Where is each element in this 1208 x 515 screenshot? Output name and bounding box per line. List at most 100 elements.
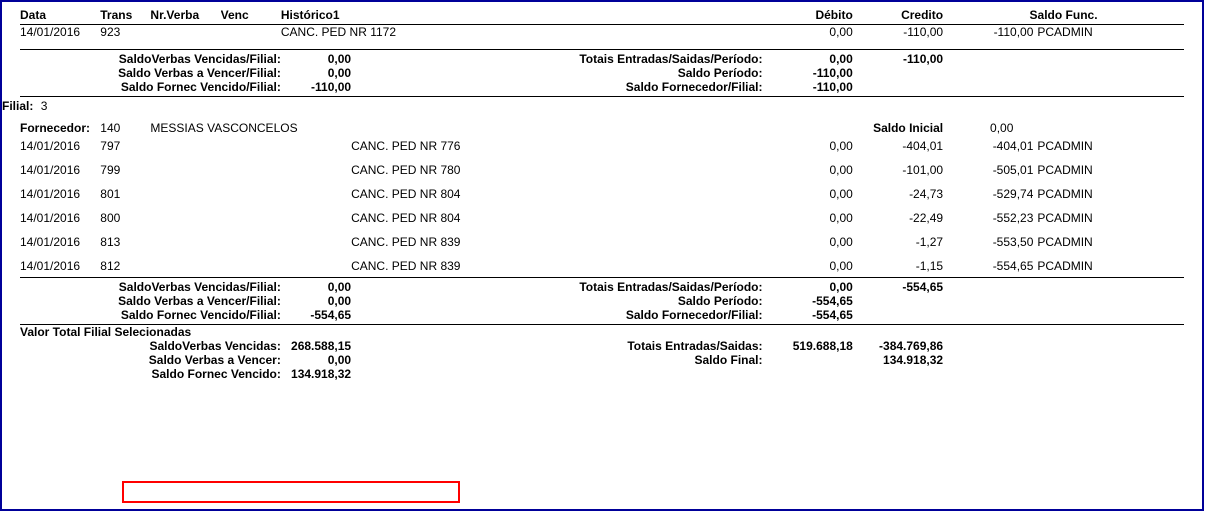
totals-label: Saldo Fornec Vencido: bbox=[20, 367, 281, 381]
fornecedor-label: Fornecedor: bbox=[20, 121, 100, 135]
cell-trans: 923 bbox=[100, 25, 150, 40]
cell-debito: 0,00 bbox=[763, 139, 853, 153]
cell-debito: 0,00 bbox=[763, 187, 853, 201]
cell-hist: CANC. PED NR 804 bbox=[351, 187, 552, 201]
subtotal-value: -554,65 bbox=[763, 294, 853, 308]
cell-hist: CANC. PED NR 804 bbox=[351, 211, 552, 225]
cell-debito: 0,00 bbox=[763, 211, 853, 225]
col-credito: Credito bbox=[853, 8, 943, 25]
cell-data: 14/01/2016 bbox=[20, 139, 100, 153]
totals-label: SaldoVerbas Vencidas: bbox=[20, 339, 281, 353]
subtotal-label: Saldo Fornec Vencido/Filial: bbox=[20, 80, 281, 97]
subtotal-row: Saldo Fornec Vencido/Filial: -554,65 Sal… bbox=[20, 308, 1184, 325]
report-table: Data Trans Nr.Verba Venc Histórico1 Débi… bbox=[20, 8, 1184, 97]
subtotal-value: -110,00 bbox=[762, 80, 852, 97]
cell-trans: 801 bbox=[100, 187, 150, 201]
totals-row: SaldoVerbas Vencidas: 268.588,15 Totais … bbox=[20, 339, 1184, 353]
totals-value: 134.918,32 bbox=[853, 353, 943, 367]
subtotal-value: 0,00 bbox=[281, 294, 351, 308]
totals-label: Saldo Verbas a Vencer: bbox=[20, 353, 281, 367]
totals-title-row: Valor Total Filial Selecionadas bbox=[20, 325, 1184, 340]
cell-func: PCADMIN bbox=[1033, 259, 1184, 273]
cell-debito: 0,00 bbox=[763, 163, 853, 177]
cell-func: PCADMIN bbox=[1033, 235, 1184, 249]
subtotal-value: 0,00 bbox=[281, 66, 351, 80]
report-table-2: Fornecedor: 140 MESSIAS VASCONCELOS Sald… bbox=[20, 121, 1184, 381]
totals-value: 134.918,32 bbox=[281, 367, 351, 381]
cell-credito: -404,01 bbox=[853, 139, 943, 153]
subtotal-value: -110,00 bbox=[853, 50, 943, 67]
cell-saldo: -554,65 bbox=[943, 259, 1033, 273]
cell-func: PCADMIN bbox=[1033, 211, 1184, 225]
cell-trans: 813 bbox=[100, 235, 150, 249]
cell-trans: 812 bbox=[100, 259, 150, 273]
col-data: Data bbox=[20, 8, 100, 25]
cell-saldo: -110,00 bbox=[943, 25, 1033, 40]
subtotal-row: Saldo Fornec Vencido/Filial: -110,00 Sal… bbox=[20, 80, 1184, 97]
subtotal-label: SaldoVerbas Vencidas/Filial: bbox=[20, 278, 281, 295]
cell-hist: CANC. PED NR 1172 bbox=[281, 25, 552, 40]
fornecedor-code: 140 bbox=[100, 121, 150, 135]
cell-debito: 0,00 bbox=[763, 235, 853, 249]
header-row: Data Trans Nr.Verba Venc Histórico1 Débi… bbox=[20, 8, 1184, 25]
totals-row: Saldo Verbas a Vencer: 0,00 Saldo Final:… bbox=[20, 353, 1184, 367]
filial-row: Filial: 3 bbox=[2, 99, 1184, 113]
col-venc: Venc bbox=[221, 8, 281, 25]
col-hist: Histórico1 bbox=[281, 8, 552, 25]
subtotal-label: Saldo Período: bbox=[552, 66, 763, 80]
subtotal-value: 0,00 bbox=[281, 50, 351, 67]
cell-func: PCADMIN bbox=[1033, 139, 1184, 153]
subtotal-value: -554,65 bbox=[281, 308, 351, 325]
cell-data: 14/01/2016 bbox=[20, 163, 100, 177]
cell-trans: 797 bbox=[100, 139, 150, 153]
totals-row: Saldo Fornec Vencido: 134.918,32 bbox=[20, 367, 1184, 381]
subtotal-row: SaldoVerbas Vencidas/Filial: 0,00 Totais… bbox=[20, 278, 1184, 295]
cell-credito: -110,00 bbox=[853, 25, 943, 40]
cell-trans: 800 bbox=[100, 211, 150, 225]
table-row: 14/01/2016801CANC. PED NR 8040,00-24,73-… bbox=[20, 187, 1184, 201]
subtotal-value: -110,00 bbox=[281, 80, 351, 97]
cell-data: 14/01/2016 bbox=[20, 235, 100, 249]
saldo-inicial-label: Saldo Inicial bbox=[853, 121, 943, 135]
table-row: 14/01/2016800 CANC. PED NR 804 0,00-22,49-… bbox=[20, 211, 1184, 225]
cell-saldo: -404,01 bbox=[943, 139, 1033, 153]
cell-credito: -24,73 bbox=[853, 187, 943, 201]
cell-func: PCADMIN bbox=[1033, 187, 1184, 201]
filial-label: Filial: bbox=[2, 99, 33, 113]
cell-data: 14/01/2016 bbox=[20, 25, 100, 40]
col-saldofunc: Saldo Func. bbox=[943, 8, 1184, 25]
cell-credito: -1,27 bbox=[853, 235, 943, 249]
subtotal-row: Saldo Verbas a Vencer/Filial: 0,00 Saldo… bbox=[20, 294, 1184, 308]
subtotal-label: Saldo Fornecedor/Filial: bbox=[552, 308, 763, 325]
totals-title: Valor Total Filial Selecionadas bbox=[20, 325, 1184, 340]
totals-label: Saldo Final: bbox=[552, 353, 763, 367]
cell-saldo: -552,23 bbox=[943, 211, 1033, 225]
cell-credito: -22,49 bbox=[853, 211, 943, 225]
subtotal-label: Saldo Verbas a Vencer/Filial: bbox=[20, 66, 281, 80]
cell-trans: 799 bbox=[100, 163, 150, 177]
totals-value: 519.688,18 bbox=[763, 339, 853, 353]
cell-hist: CANC. PED NR 839 bbox=[351, 259, 552, 273]
subtotal-label: Saldo Período: bbox=[552, 294, 763, 308]
cell-saldo: -553,50 bbox=[943, 235, 1033, 249]
filial-value: 3 bbox=[41, 99, 48, 113]
col-nrverba: Nr.Verba bbox=[150, 8, 220, 25]
table-row: 14/01/2016797CANC. PED NR 7760,00-404,01… bbox=[20, 139, 1184, 153]
subtotal-label: Saldo Fornec Vencido/Filial: bbox=[20, 308, 281, 325]
totals-value: 0,00 bbox=[281, 353, 351, 367]
subtotal-label: Totais Entradas/Saidas/Período: bbox=[552, 50, 763, 67]
cell-hist: CANC. PED NR 839 bbox=[351, 235, 552, 249]
highlight-box bbox=[122, 481, 460, 503]
subtotal-value: 0,00 bbox=[281, 278, 351, 295]
subtotal-value: -554,65 bbox=[853, 278, 943, 295]
fornecedor-name: MESSIAS VASCONCELOS bbox=[150, 121, 551, 135]
cell-debito: 0,00 bbox=[762, 25, 852, 40]
cell-data: 14/01/2016 bbox=[20, 211, 100, 225]
cell-saldo: -529,74 bbox=[943, 187, 1033, 201]
subtotal-label: Saldo Fornecedor/Filial: bbox=[552, 80, 763, 97]
table-row: 14/01/2016813 CANC. PED NR 839 0,00-1,27-5… bbox=[20, 235, 1184, 249]
totals-value: 268.588,15 bbox=[281, 339, 351, 353]
table-row: 14/01/2016799CANC. PED NR 7800,00-101,00… bbox=[20, 163, 1184, 177]
subtotal-value: -110,00 bbox=[762, 66, 852, 80]
subtotal-row: Saldo Verbas a Vencer/Filial: 0,00 Saldo… bbox=[20, 66, 1184, 80]
